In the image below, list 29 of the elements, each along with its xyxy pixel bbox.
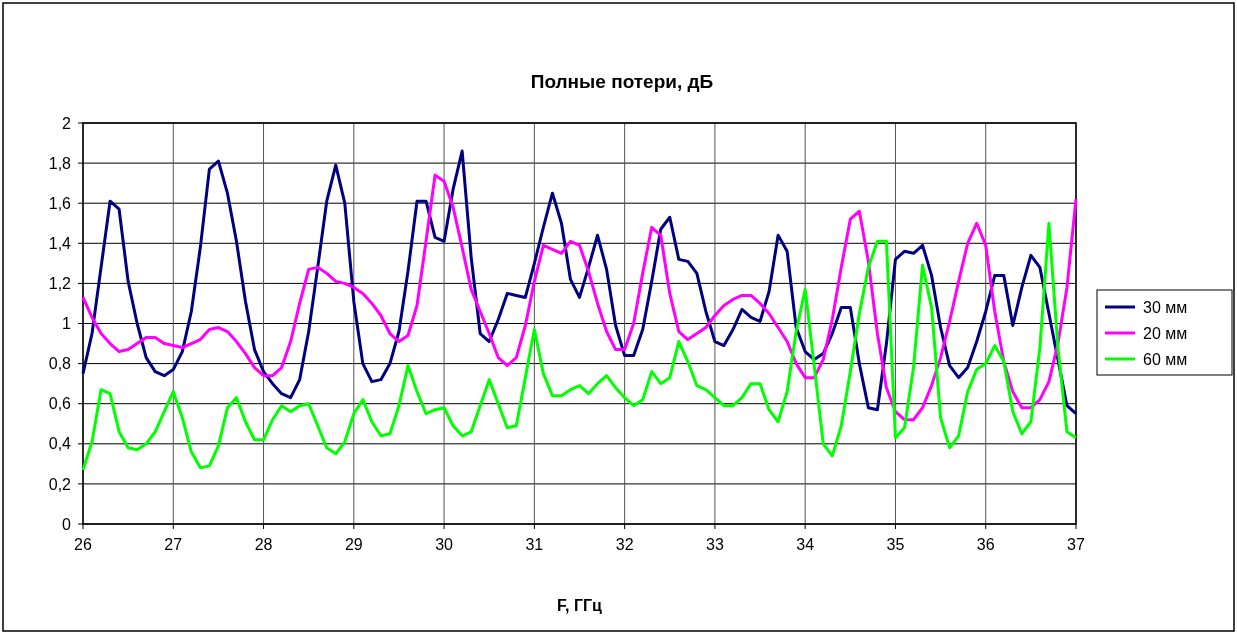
x-tick-label: 35 — [886, 536, 905, 553]
x-tick-label: 29 — [344, 536, 363, 553]
legend-label: 60 мм — [1143, 350, 1188, 368]
x-tick-label: 37 — [1067, 536, 1085, 553]
y-tick-label: 0,2 — [48, 475, 72, 493]
y-tick-label: 1 — [62, 315, 72, 333]
x-tick-label: 31 — [525, 536, 544, 553]
x-tick-label: 26 — [74, 536, 92, 553]
y-tick-label: 0,4 — [48, 435, 72, 453]
x-tick-label: 32 — [615, 536, 634, 553]
y-tick-label: 0,6 — [48, 395, 72, 413]
legend-label: 30 мм — [1143, 298, 1188, 316]
line-series — [81, 221, 1078, 472]
legend-label: 20 мм — [1143, 324, 1188, 342]
x-tick-label: 30 — [435, 536, 454, 553]
y-tick-label: 1,4 — [48, 234, 72, 252]
y-tick-label: 0 — [62, 515, 72, 533]
x-tick-label: 27 — [164, 536, 183, 553]
x-tick-label: 36 — [976, 536, 995, 553]
x-tick-label: 34 — [796, 536, 815, 553]
y-tick-label: 1,8 — [48, 154, 72, 172]
y-tick-label: 2 — [62, 114, 72, 132]
x-axis-title: F, ГГц — [557, 597, 603, 614]
y-tick-label: 0,8 — [48, 355, 72, 373]
x-tick-label: 33 — [706, 536, 724, 553]
y-tick-label: 1,2 — [48, 275, 72, 292]
chart-title: Полные потери, дБ — [530, 71, 714, 92]
x-tick-label: 28 — [254, 536, 273, 553]
y-tick-label: 1,6 — [48, 194, 72, 212]
